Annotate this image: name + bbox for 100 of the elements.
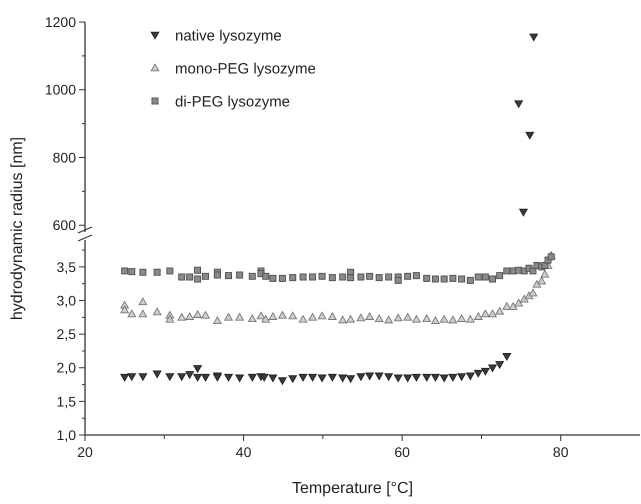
point — [365, 312, 374, 320]
point — [138, 373, 148, 381]
point — [356, 373, 366, 381]
point — [278, 274, 286, 282]
x-axis-title: Temperature [°C] — [292, 480, 414, 497]
point — [278, 311, 287, 319]
point — [403, 313, 412, 321]
point — [339, 273, 346, 280]
point — [185, 312, 194, 320]
point — [154, 268, 161, 276]
y-tick-label: 1,5 — [56, 393, 76, 410]
point — [138, 310, 148, 318]
point — [346, 375, 355, 383]
point — [185, 371, 194, 379]
point — [224, 374, 233, 382]
point — [404, 272, 412, 280]
point — [262, 272, 270, 280]
point — [268, 374, 278, 382]
point — [139, 268, 146, 276]
point — [481, 368, 490, 376]
point — [308, 313, 317, 321]
x-tick-label: 60 — [394, 444, 410, 460]
point — [298, 315, 308, 323]
point — [193, 374, 202, 382]
point — [412, 272, 420, 280]
point — [194, 266, 202, 274]
legend-label: native lysozyme — [175, 27, 282, 44]
point — [366, 272, 374, 280]
point — [540, 270, 550, 278]
point — [193, 310, 202, 318]
point — [128, 268, 136, 276]
point — [412, 315, 421, 323]
point — [532, 280, 542, 288]
point — [338, 374, 347, 382]
point — [431, 316, 440, 324]
point — [300, 273, 307, 280]
point — [394, 276, 402, 284]
point — [384, 373, 393, 381]
point — [488, 364, 497, 372]
point — [448, 316, 458, 324]
point — [422, 374, 431, 382]
point — [488, 310, 497, 318]
point — [166, 373, 174, 381]
point — [356, 314, 366, 322]
point — [537, 276, 546, 284]
point — [496, 272, 504, 280]
y-tick-label: 1,0 — [56, 426, 76, 443]
point — [466, 276, 474, 284]
point — [269, 274, 276, 282]
point — [278, 377, 287, 385]
point — [201, 374, 210, 382]
point — [193, 365, 202, 373]
point — [422, 314, 431, 322]
point — [508, 302, 518, 310]
point — [202, 272, 210, 280]
point — [385, 273, 392, 280]
point — [466, 315, 475, 323]
point — [201, 311, 210, 319]
y-tick-label: 1000 — [44, 82, 76, 98]
point — [365, 372, 374, 380]
point — [288, 312, 297, 320]
point — [318, 312, 326, 320]
point — [128, 310, 136, 318]
point — [384, 316, 393, 324]
point — [328, 312, 337, 320]
point — [248, 374, 257, 382]
point — [519, 208, 528, 216]
point — [260, 374, 268, 382]
point — [474, 370, 483, 378]
point — [318, 374, 326, 382]
point — [178, 273, 186, 280]
point — [394, 374, 402, 382]
y-tick-label: 800 — [52, 149, 76, 166]
point — [440, 315, 448, 323]
point — [423, 274, 430, 282]
point — [309, 273, 316, 280]
y-tick-label: 600 — [52, 217, 76, 234]
point — [318, 272, 326, 280]
legend-label: mono-PEG lysozyme — [175, 60, 316, 78]
point — [347, 274, 354, 282]
point — [448, 374, 458, 382]
point — [152, 308, 162, 316]
point — [495, 361, 504, 369]
point — [440, 276, 448, 282]
point — [376, 274, 383, 282]
point — [166, 315, 174, 323]
point — [502, 302, 512, 310]
point — [177, 373, 186, 381]
point — [514, 100, 523, 108]
point — [152, 370, 162, 378]
point — [432, 276, 439, 282]
point — [186, 273, 194, 280]
point — [256, 312, 266, 320]
point — [268, 312, 278, 320]
legend-label: di-PEG lysozyme — [175, 93, 290, 110]
point — [412, 374, 421, 382]
point — [541, 262, 548, 270]
x-tick-label: 80 — [552, 444, 569, 460]
x-tick-label: 20 — [77, 444, 93, 460]
point — [214, 271, 221, 278]
